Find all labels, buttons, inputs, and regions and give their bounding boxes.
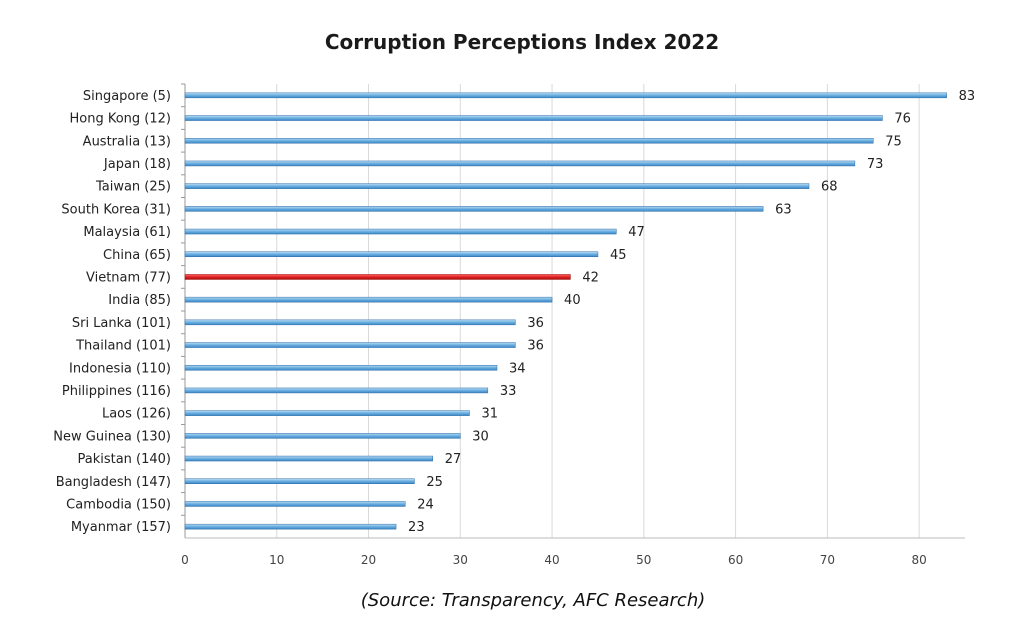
x-tick-label: 50 xyxy=(636,553,651,567)
source-note: (Source: Transparency, AFC Research) xyxy=(360,590,706,611)
x-tick-label: 20 xyxy=(361,553,376,567)
value-label: 31 xyxy=(481,407,498,422)
value-label: 33 xyxy=(500,384,517,399)
value-label: 24 xyxy=(417,497,434,512)
bar xyxy=(184,365,498,371)
labels: 0 10 20 30 40 50 60 70 80 Singapore (5) 83 Hong Kon… xyxy=(53,89,975,567)
category-label: Hong Kong (12) xyxy=(70,112,172,127)
bar xyxy=(184,296,553,303)
bar xyxy=(184,92,947,99)
value-label: 45 xyxy=(610,248,627,263)
bars xyxy=(184,92,947,530)
x-tick-label: 10 xyxy=(269,553,284,567)
x-tick-label: 70 xyxy=(820,553,835,567)
bar xyxy=(184,319,516,326)
category-label: Australia (13) xyxy=(83,134,171,149)
category-label: South Korea (31) xyxy=(61,202,171,217)
category-label: Japan (18) xyxy=(103,157,171,172)
bar xyxy=(184,206,764,212)
category-label: Indonesia (110) xyxy=(69,361,171,376)
value-label: 42 xyxy=(582,270,599,285)
value-label: 83 xyxy=(959,89,976,104)
category-label: Vietnam (77) xyxy=(86,270,171,285)
bar xyxy=(184,455,434,462)
value-label: 23 xyxy=(408,520,425,535)
gridlines xyxy=(276,84,920,538)
bar xyxy=(184,523,397,530)
value-label: 36 xyxy=(527,316,544,331)
category-label: Singapore (5) xyxy=(83,89,171,104)
value-label: 68 xyxy=(821,180,838,195)
bar xyxy=(184,501,406,507)
bar xyxy=(184,433,461,439)
value-label: 47 xyxy=(628,225,645,240)
category-label: Sri Lanka (101) xyxy=(72,316,171,331)
category-label: Bangladesh (147) xyxy=(56,475,171,490)
value-label: 40 xyxy=(564,293,581,308)
category-label: Malaysia (61) xyxy=(83,225,171,240)
bar xyxy=(184,342,516,348)
bar-highlight xyxy=(184,274,571,280)
bar xyxy=(184,183,810,189)
value-label: 76 xyxy=(894,112,911,127)
value-label: 30 xyxy=(472,429,489,444)
value-label: 25 xyxy=(426,475,443,490)
category-label: Taiwan (25) xyxy=(95,180,171,195)
value-label: 63 xyxy=(775,202,792,217)
category-label: Thailand (101) xyxy=(75,339,171,354)
category-label: New Guinea (130) xyxy=(53,429,171,444)
category-label: Philippines (116) xyxy=(62,384,171,399)
bar xyxy=(184,410,470,416)
category-label: China (65) xyxy=(103,248,171,263)
category-label: Laos (126) xyxy=(102,407,171,422)
category-label: India (85) xyxy=(108,293,171,308)
category-label: Cambodia (150) xyxy=(66,497,171,512)
category-label: Pakistan (140) xyxy=(77,452,171,467)
bar xyxy=(184,387,489,394)
chart-title: Corruption Perceptions Index 2022 xyxy=(324,30,720,54)
bar xyxy=(184,115,883,121)
bar xyxy=(184,478,415,484)
axes xyxy=(181,83,965,539)
value-label: 36 xyxy=(527,339,544,354)
value-label: 27 xyxy=(445,452,462,467)
bar xyxy=(184,160,856,167)
category-label: Myanmar (157) xyxy=(71,520,171,535)
bar xyxy=(184,228,617,235)
bar xyxy=(184,138,874,144)
x-tick-label: 0 xyxy=(181,553,189,567)
x-tick-label: 40 xyxy=(544,553,559,567)
value-label: 34 xyxy=(509,361,526,376)
x-tick-label: 80 xyxy=(911,553,926,567)
value-label: 73 xyxy=(867,157,884,172)
bar xyxy=(184,251,599,257)
x-tick-label: 30 xyxy=(453,553,468,567)
x-tick-label: 60 xyxy=(728,553,743,567)
value-label: 75 xyxy=(885,134,902,149)
